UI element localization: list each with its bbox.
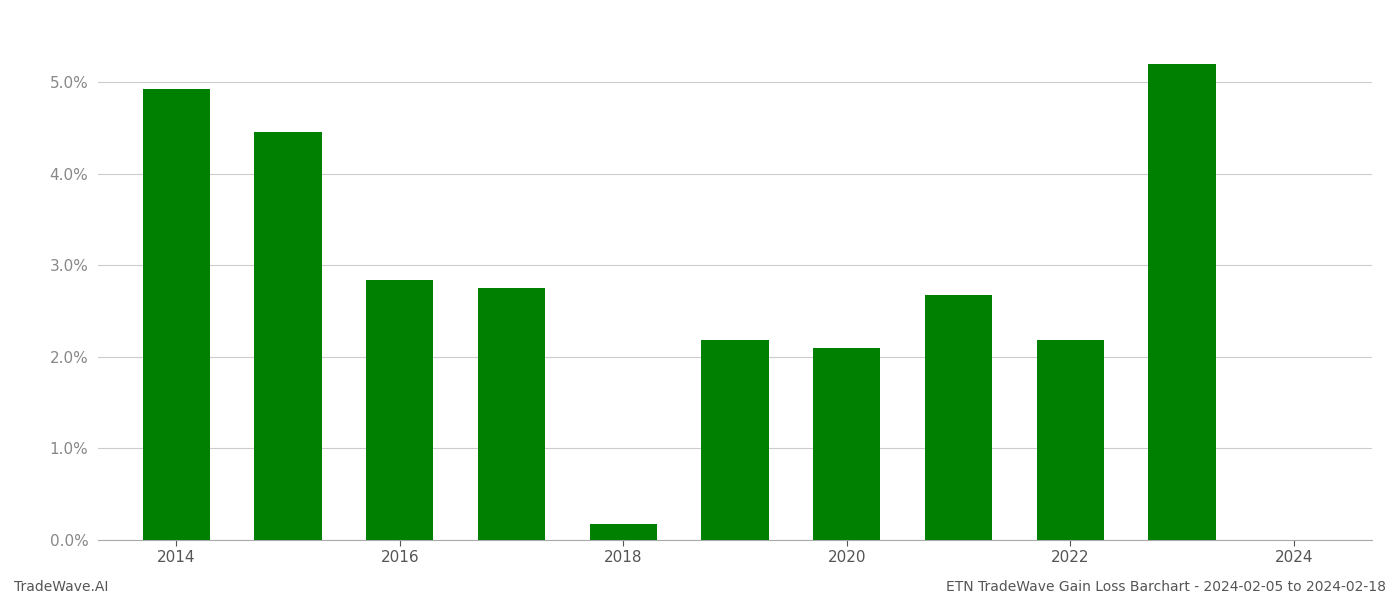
Bar	[925, 295, 993, 540]
Bar	[477, 288, 545, 540]
Bar	[589, 524, 657, 540]
Bar	[701, 340, 769, 540]
Bar	[255, 133, 322, 540]
Bar	[143, 89, 210, 540]
Bar	[367, 280, 433, 540]
Bar	[1148, 64, 1215, 540]
Text: TradeWave.AI: TradeWave.AI	[14, 580, 108, 594]
Bar	[1037, 340, 1103, 540]
Text: ETN TradeWave Gain Loss Barchart - 2024-02-05 to 2024-02-18: ETN TradeWave Gain Loss Barchart - 2024-…	[946, 580, 1386, 594]
Bar	[813, 347, 881, 540]
